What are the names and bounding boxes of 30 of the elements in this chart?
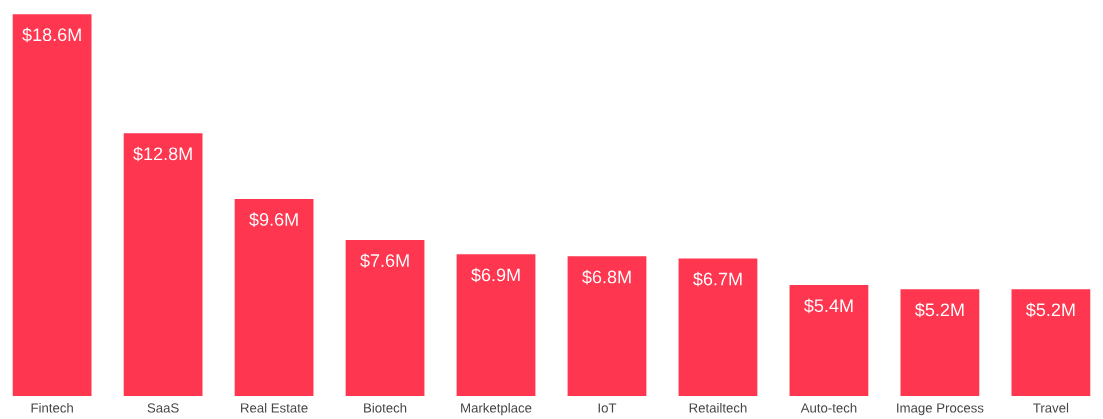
bar <box>456 254 536 396</box>
data-label: $12.8M <box>133 146 192 162</box>
x-tick-label: Travel <box>1033 402 1069 413</box>
x-tick-label: Fintech <box>31 402 73 413</box>
x-tick-label: Marketplace <box>461 402 532 416</box>
x-tick-label: Biotech <box>364 402 407 413</box>
bar <box>123 133 203 396</box>
data-label: $5.4M <box>804 298 853 314</box>
x-tick-label: Retailtech <box>689 402 747 413</box>
bar <box>678 258 758 396</box>
x-tick-label: Image Process <box>897 403 984 416</box>
data-label: $5.2M <box>1025 302 1075 318</box>
bar <box>345 239 425 396</box>
bar <box>234 198 314 396</box>
x-tick-label: Real Estate <box>241 402 308 413</box>
data-label: $18.6M <box>22 27 81 43</box>
x-tick-label: IoT <box>598 403 617 413</box>
bar <box>900 289 980 396</box>
data-label: $5.2M <box>915 302 964 318</box>
data-label: $9.6M <box>249 212 298 227</box>
x-tick-label: SaaS <box>147 403 179 413</box>
bar <box>789 285 869 396</box>
bar <box>567 256 647 396</box>
x-tick-label: Auto-tech <box>800 402 857 413</box>
data-label: $6.9M <box>471 267 520 283</box>
bar <box>1011 289 1091 396</box>
data-label: $7.6M <box>360 253 409 268</box>
bar <box>12 14 92 396</box>
data-label: $6.7M <box>693 271 742 287</box>
data-label: $6.8M <box>582 269 631 285</box>
